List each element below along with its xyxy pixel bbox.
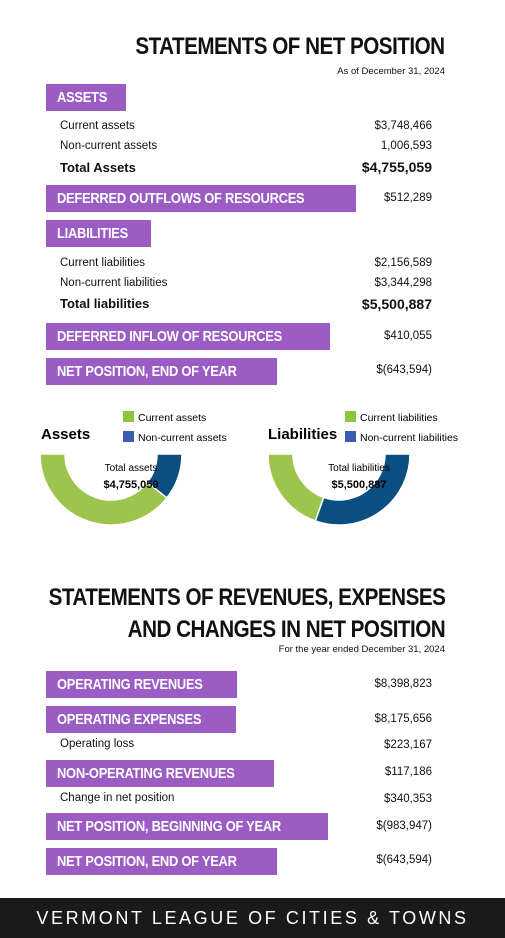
operating-expenses-value: $8,175,656 xyxy=(374,713,432,725)
net-position-end-value: $(643,594) xyxy=(376,364,432,376)
legend-swatch-noncurrent-liabilities xyxy=(345,431,356,442)
net-position-beginning-value: $(983,947) xyxy=(376,820,432,832)
net-position-end-value-2: $(643,594) xyxy=(376,854,432,866)
deferred-inflow-value: $410,055 xyxy=(384,330,432,342)
legend-noncurrent-liabilities: Non-current liabilities xyxy=(360,432,458,444)
operating-revenues-value: $8,398,823 xyxy=(374,678,432,690)
assets-center-label: Total assets xyxy=(105,463,158,474)
legend-swatch-current-liabilities xyxy=(345,411,356,422)
donut-slice-current-liabilities xyxy=(267,453,325,522)
operating-revenues-badge: OPERATING REVENUES xyxy=(46,671,238,698)
current-assets-label: Current assets xyxy=(60,120,135,132)
legend-noncurrent-assets: Non-current assets xyxy=(138,432,227,444)
assets-center-value: $4,755,059 xyxy=(103,479,158,491)
liabilities-chart: Liabilities Current liabilities Non-curr… xyxy=(267,411,458,526)
change-value: $340,353 xyxy=(384,793,432,805)
net-position-end-badge-2: NET POSITION, END OF YEAR xyxy=(46,848,277,875)
liabilities-center-value: $5,500,887 xyxy=(331,479,386,491)
liabilities-chart-title: Liabilities xyxy=(268,426,337,443)
noncurrent-assets-value: 1,006,593 xyxy=(380,140,432,152)
non-operating-badge: NON-OPERATING REVENUES xyxy=(46,760,275,787)
donut-slice-non-current-assets xyxy=(146,453,183,499)
deferred-inflow-badge: DEFERRED INFLOW OF RESOURCES xyxy=(46,323,330,350)
legend-current-liabilities: Current liabilities xyxy=(360,412,438,424)
assets-badge: ASSETS xyxy=(46,84,127,111)
net-position-end-badge: NET POSITION, END OF YEAR xyxy=(46,358,277,385)
deferred-outflows-value: $512,289 xyxy=(384,192,432,204)
footer-banner: VERMONT LEAGUE OF CITIES & TOWNS xyxy=(0,898,505,938)
liabilities-badge: LIABILITIES xyxy=(46,220,151,247)
operating-loss-label: Operating loss xyxy=(60,738,135,750)
assets-chart: Assets Current assets Non-current assets… xyxy=(39,411,227,526)
total-liabilities-value: $5,500,887 xyxy=(361,296,432,312)
assets-chart-title: Assets xyxy=(41,426,90,443)
revenues-title-line2: AND CHANGES IN NET POSITION xyxy=(127,616,446,643)
legend-swatch-current-assets xyxy=(123,411,134,422)
legend-current-assets: Current assets xyxy=(138,412,206,424)
total-assets-value: $4,755,059 xyxy=(361,159,432,175)
non-operating-value: $117,186 xyxy=(384,766,432,778)
current-liabilities-value: $2,156,589 xyxy=(374,257,432,269)
liabilities-center-label: Total liabilities xyxy=(328,463,390,474)
donut-charts: Assets Current assets Non-current assets… xyxy=(39,411,458,526)
current-assets-value: $3,748,466 xyxy=(374,120,432,132)
net-position-subtitle: As of December 31, 2024 xyxy=(337,66,445,77)
current-liabilities-label: Current liabilities xyxy=(60,257,146,269)
donut-slice-current-assets xyxy=(39,453,168,526)
net-position-beginning-badge: NET POSITION, BEGINNING OF YEAR xyxy=(46,813,329,840)
operating-loss-value: $223,167 xyxy=(384,739,432,751)
net-position-title: STATEMENTS OF NET POSITION xyxy=(135,33,446,60)
total-liabilities-label: Total liabilities xyxy=(60,296,150,311)
noncurrent-assets-label: Non-current assets xyxy=(60,140,158,152)
deferred-outflows-badge: DEFERRED OUTFLOWS OF RESOURCES xyxy=(46,185,356,212)
total-assets-label: Total Assets xyxy=(60,160,136,175)
operating-expenses-badge: OPERATING EXPENSES xyxy=(46,706,236,733)
donut-slice-non-current-liabilities xyxy=(314,453,411,526)
legend-swatch-noncurrent-assets xyxy=(123,431,134,442)
noncurrent-liabilities-value: $3,344,298 xyxy=(374,277,432,289)
revenues-title-line1: STATEMENTS OF REVENUES, EXPENSES xyxy=(48,584,445,611)
revenues-subtitle: For the year ended December 31, 2024 xyxy=(278,644,445,655)
change-label: Change in net position xyxy=(60,792,175,804)
noncurrent-liabilities-label: Non-current liabilities xyxy=(60,277,168,289)
